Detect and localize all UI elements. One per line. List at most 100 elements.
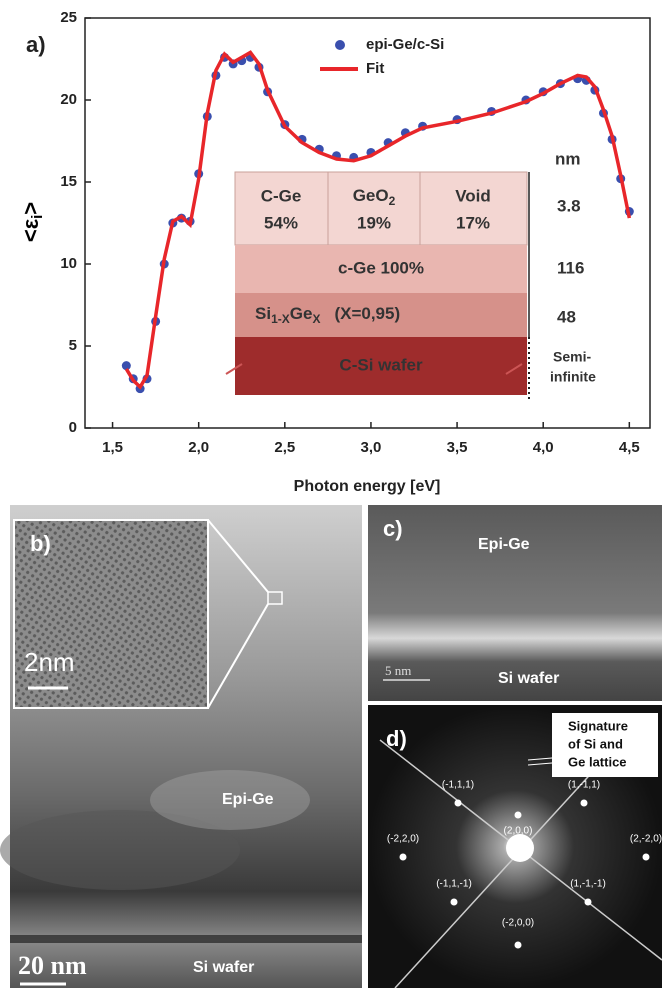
- unit: nm: [555, 149, 581, 168]
- texture: [150, 770, 310, 830]
- zoom-line: [207, 519, 269, 593]
- y-tick-label: 20: [60, 91, 77, 108]
- inset-stack: C-Ge 54% GeO2 19% Void 17% c-Ge 100% Si1…: [225, 149, 596, 402]
- thickness: infinite: [550, 369, 596, 385]
- layer-sige: [235, 293, 527, 337]
- layer-name-sub: 2: [389, 194, 396, 208]
- spot: [642, 853, 650, 861]
- layer-name: Void: [455, 186, 491, 205]
- y-tick-label: 0: [69, 419, 77, 436]
- arrow: [527, 756, 565, 761]
- y-tick-label: 10: [60, 255, 77, 272]
- scale-label: 5 nm: [385, 663, 411, 678]
- spot: [580, 799, 588, 807]
- x-tick-label: 4,5: [619, 439, 640, 456]
- zoom-line: [207, 603, 269, 709]
- panel-d: d) Signature of Si and Ge lattice (2,0,0…: [368, 705, 662, 988]
- layer-name: c-Ge 100%: [338, 258, 424, 277]
- layer-note: (X=0,95): [334, 304, 400, 323]
- panel-b: b) 2nm Epi-Ge 20 nm Si wafer: [0, 505, 362, 988]
- plot-frame: [84, 17, 651, 429]
- x-tick-label: 3,5: [447, 439, 468, 456]
- note: Ge lattice: [568, 754, 627, 769]
- note: of Si and: [568, 736, 623, 751]
- y-label-sub: i: [29, 215, 46, 219]
- layer-fraction: 19%: [357, 213, 391, 232]
- central-spot: [506, 834, 534, 862]
- layer-name-main: GeO: [353, 186, 389, 205]
- y-tick-label: 5: [69, 337, 77, 354]
- substrate-label: Si wafer: [193, 959, 254, 976]
- x-tick-label: 4,0: [533, 439, 554, 456]
- fit-line: [124, 50, 632, 390]
- spot: [514, 811, 522, 819]
- layer-name: C-Ge: [261, 186, 302, 205]
- spot-index: (1,-1,-1): [570, 879, 606, 890]
- spot-index: (-1,1,1): [442, 780, 474, 791]
- legend-label: Fit: [366, 60, 384, 77]
- chart: a) Photon energy [eV] <εi> 1,5 2,0 2,5 3,0 3…: [18, 9, 651, 495]
- spot-index: (1,-1,1): [568, 780, 600, 791]
- layer-label: Epi-Ge: [222, 791, 274, 808]
- layer-name: C-Si wafer: [339, 355, 423, 374]
- x-tick-label: 2,5: [274, 439, 295, 456]
- thickness: 48: [557, 307, 576, 326]
- spot-index: (2,0,0): [504, 826, 533, 837]
- spot: [514, 941, 522, 949]
- layer-cge: [235, 245, 527, 293]
- spot-index: (2,-2,0): [630, 834, 662, 845]
- break-mark: [225, 363, 243, 375]
- x-axis-label: Photon energy [eV]: [294, 478, 441, 495]
- y-tick-label: 15: [60, 173, 77, 190]
- data-point: [121, 361, 131, 371]
- panel-c: c) Epi-Ge 5 nm Si wafer: [368, 505, 662, 701]
- spot: [450, 898, 458, 906]
- x-tick-label: 3,0: [361, 439, 382, 456]
- thickness: 3.8: [557, 196, 581, 215]
- layer-name: Si1-XGeX (X=0,95): [255, 304, 400, 326]
- layer-a-sub: 1-X: [271, 312, 290, 326]
- legend-marker: [335, 40, 345, 50]
- y-axis-label: <εi>: [18, 202, 46, 242]
- zoom-box: [267, 591, 283, 605]
- spots: (2,0,0) (-1,1,1) (1,-1,1) (-2,2,0) (2,-2,0) (…: [387, 780, 662, 949]
- layer-fraction: 17%: [456, 213, 490, 232]
- spot-index: (-1,1,-1): [436, 879, 472, 890]
- thickness: 116: [557, 258, 584, 277]
- arrow: [527, 761, 565, 766]
- spot-index: (-2,2,0): [387, 834, 419, 845]
- y-label-end: >: [18, 202, 43, 215]
- substrate-label: Si wafer: [498, 670, 559, 687]
- layer-wafer: [235, 337, 527, 395]
- x-tick-label: 2,0: [188, 439, 209, 456]
- legend-label: epi-Ge/c-Si: [366, 36, 444, 53]
- tem-image: [368, 505, 662, 701]
- panel-label: a): [26, 32, 46, 57]
- y-tick-label: 25: [60, 9, 77, 26]
- spot: [399, 853, 407, 861]
- x-tick-label: 1,5: [102, 439, 123, 456]
- scale-label: 2nm: [24, 647, 75, 677]
- scale-label: 20 nm: [18, 951, 87, 980]
- note: Signature: [568, 718, 628, 733]
- layer-label: Epi-Ge: [478, 536, 530, 553]
- layer-b: Ge: [290, 304, 313, 323]
- spot-index: (-2,0,0): [502, 918, 534, 929]
- layer-name: GeO2: [353, 186, 396, 208]
- hrtem-inset: [13, 519, 209, 709]
- layer-a: Si: [255, 304, 271, 323]
- spot: [584, 898, 592, 906]
- layer-top: [234, 171, 528, 246]
- thickness: Semi-: [553, 349, 591, 365]
- panel-label: d): [386, 726, 407, 751]
- layer-b-sub: X: [312, 312, 320, 326]
- spot: [454, 799, 462, 807]
- break-mark: [505, 363, 523, 375]
- layer-fraction: 54%: [264, 213, 298, 232]
- y-label-main: <ε: [18, 218, 43, 242]
- interface: [10, 935, 362, 943]
- panel-label: c): [383, 516, 403, 541]
- note-box: [552, 713, 658, 777]
